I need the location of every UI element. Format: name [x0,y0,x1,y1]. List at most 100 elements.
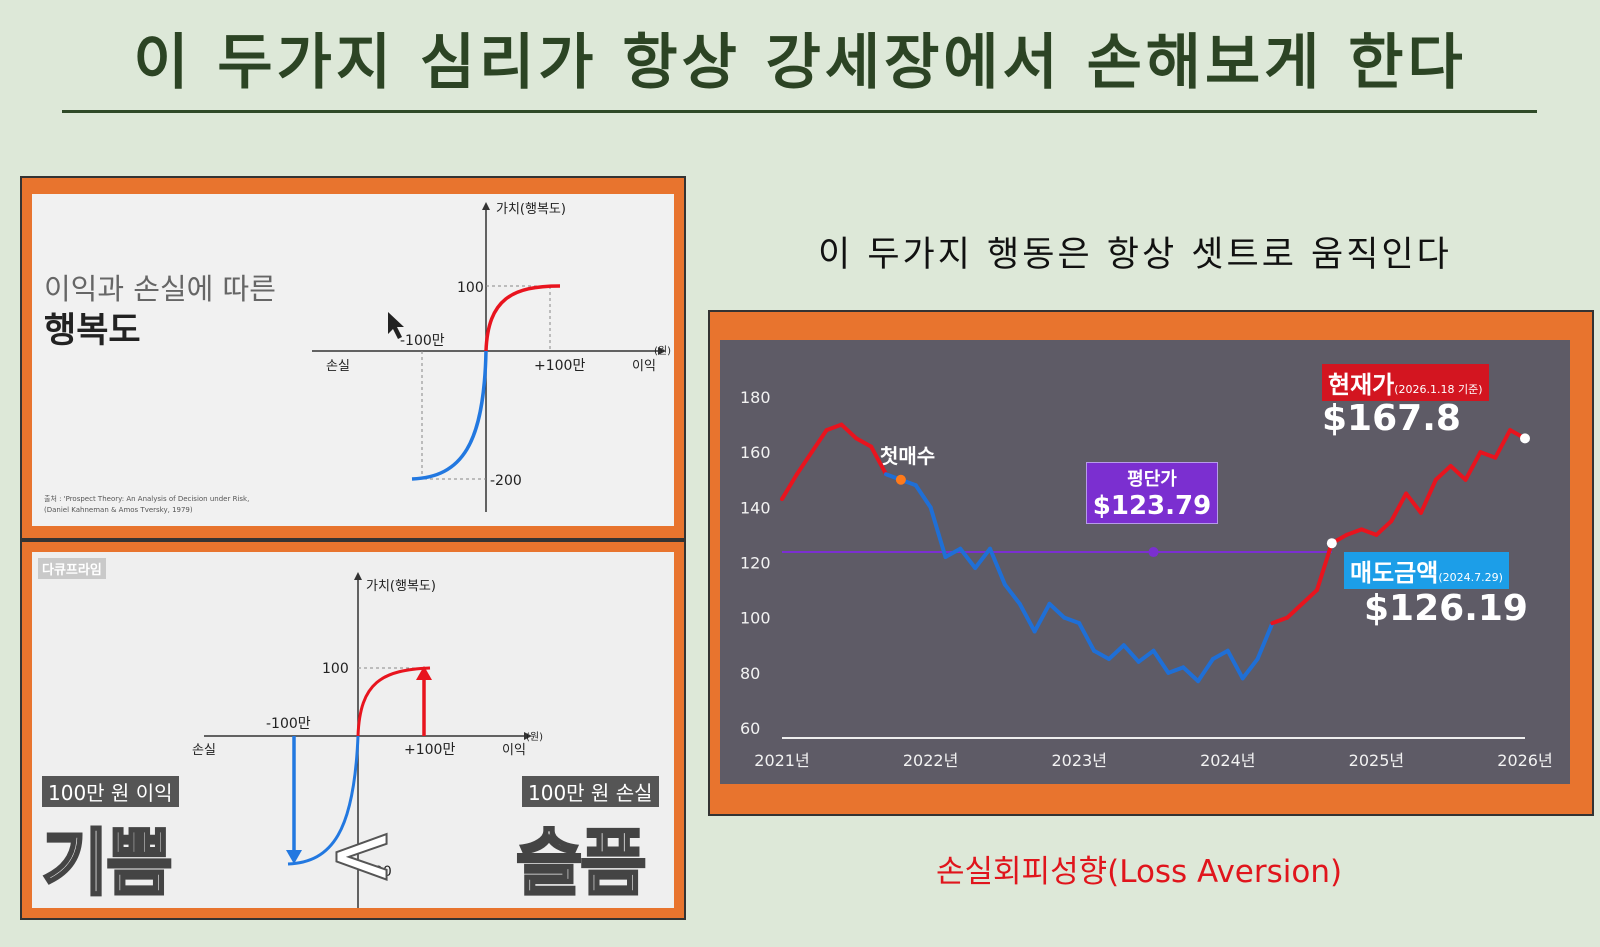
price-line-segment [839,422,859,441]
price-line-segment [1151,648,1171,675]
y-tick-label: 100 [740,609,771,628]
price-line-segment [1210,648,1230,662]
price-line-segment [1478,450,1498,460]
avg-price-marker [1148,547,1159,558]
gain-curve [484,284,561,352]
avg-price-label: 평단가 [1127,469,1177,490]
y-tick-label: 180 [740,388,771,407]
price-line-segment [1225,648,1245,681]
price-line-segment [1196,657,1215,684]
price-line-segment [869,444,889,477]
x-tick-label: 2026년 [1497,751,1552,770]
price-line-segment [988,546,1007,587]
tick-x-right: +100만 [404,742,455,758]
stock-chart-panel: 60 80 100 120 140 160 180 2021년 2022년 2023년 2024년… [708,310,1594,816]
gain-word: 기쁨 [40,820,174,907]
price-line-segment [1255,621,1275,662]
current-price-box: 현재가(2026.1.18 기준) [1322,364,1489,401]
x-left-label: 손실 [326,359,350,374]
price-line-segment [1433,463,1453,482]
x-axis-arrow [658,347,666,355]
loss-curve [287,735,360,866]
price-line-segment [1404,491,1423,515]
gain-tag: 100만 원 이익 [42,776,179,807]
tick-y-bottom: -200 [490,473,522,489]
price-line-segment [1344,527,1364,537]
price-line-segment [1002,582,1022,606]
price-line-segment [928,505,948,559]
price-line-segment [1389,491,1409,524]
price-line-segment [824,422,844,433]
panel-heading-line1: 이익과 손실에 따른 [44,272,276,306]
sell-label: 매도금액 [1350,559,1439,587]
x-right-label: 이익 [632,359,656,374]
current-price-value: $167.8 [1322,398,1461,439]
title-divider [62,110,1537,113]
price-line-segment [913,483,933,510]
joy-sorrow-slide: 다큐프라임 가치(행복도) 100 -100만 +100만 손실 이익 (원) … [32,552,674,908]
price-line-segment [1166,665,1186,675]
price-line-segment [958,546,978,571]
brand-label: 다큐프라임 [38,558,106,579]
current-price-marker [1520,433,1530,444]
prospect-theory-slide: 이익과 손실에 따른 행복도 가치(행복도) 100 -200 -100만 +1… [32,194,674,526]
price-line-segment [1374,519,1394,537]
current-price-label: 현재가 [1328,371,1395,399]
x-tick-label: 2022년 [903,751,958,770]
price-line-segment [1314,541,1334,593]
tick-x-left: -100만 [400,333,445,349]
current-price-note: (2026.1.18 기준) [1394,383,1483,396]
x-right-label: 이익 [502,743,526,758]
source-citation: 출처 : 'Prospect Theory: An Analysis of De… [44,494,249,516]
price-line-segment [943,546,963,559]
value-function-graph: 가치(행복도) 100 -200 -100만 +100만 손실 이익 (원) [312,201,671,512]
caption-loss-aversion: 손실회피성향(Loss Aversion) [936,854,1343,890]
price-line-segment [1300,588,1319,606]
price-line-segment [973,546,993,571]
source-line2: (Daniel Kahneman & Amos Tversky, 1979) [44,506,193,514]
price-line-segment [1270,615,1290,626]
sell-note: (2024.7.29) [1438,571,1503,584]
price-line-segment [1106,643,1126,662]
avg-price-box: 평단가 $123.79 [1086,462,1218,524]
price-line-segment [854,436,874,449]
joy-sorrow-panel: 다큐프라임 가치(행복도) 100 -100만 +100만 손실 이익 (원) … [20,540,686,920]
y-tick-label: 160 [740,443,771,462]
joy-sorrow-graph: 가치(행복도) 100 -100만 +100만 손실 이익 (원) 00 < [192,572,543,908]
price-line-segment [1418,477,1438,515]
price-line-segment [1032,601,1052,634]
x-unit: (원) [526,731,543,743]
source-line1: 출처 : 'Prospect Theory: An Analysis of De… [44,495,250,503]
less-than-symbol: < [328,808,395,901]
price-line-segment [1092,648,1111,662]
x-tick-label: 2021년 [754,751,809,770]
stock-price-chart: 60 80 100 120 140 160 180 2021년 2022년 2023년 2024년… [740,388,1553,770]
tick-y-top: 100 [457,280,484,296]
y-tick-label: 140 [740,498,771,517]
price-line-segment [1136,648,1156,664]
price-line-segment [794,450,814,477]
tick-x-right: +100만 [534,358,585,374]
x-left-label: 손실 [192,743,216,758]
y-axis-label: 가치(행복도) [496,201,566,217]
stock-chart-area: 60 80 100 120 140 160 180 2021년 2022년 2023년 2024년… [720,340,1570,784]
y-tick-label: 120 [740,554,771,573]
x-tick-label: 2024년 [1200,751,1255,770]
first-buy-marker [895,474,906,485]
gain-curve [356,666,431,737]
caption-top-right: 이 두가지 행동은 항상 셋트로 움직인다 [818,235,1452,275]
tick-y-bottom: 00 [374,864,392,880]
price-line-segment [1240,657,1260,681]
price-line-segment [1493,428,1513,460]
loss-word: 슬픔 [514,820,648,907]
price-line-segment [809,428,829,455]
sell-price-box: 매도금액(2024.7.29) [1344,552,1509,589]
slide-title: 이 두가지 심리가 항상 강세장에서 손해보게 한다 [133,28,1467,98]
price-line-segment [1181,665,1201,684]
first-buy-label: 첫매수 [880,444,936,468]
price-line-segment [1359,527,1379,537]
price-line-segment [780,472,799,502]
x-unit: (원) [654,345,671,357]
loss-tag: 100만 원 손실 [522,776,659,807]
y-tick-label: 80 [740,664,760,683]
